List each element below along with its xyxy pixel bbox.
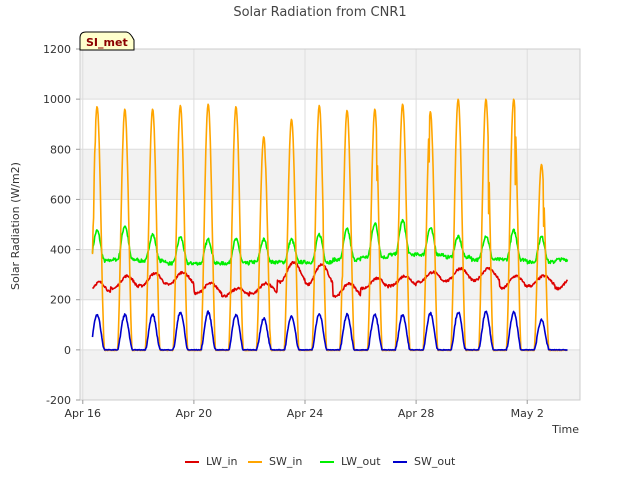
y-tick-label: 200 xyxy=(50,294,71,307)
y-tick-label: 400 xyxy=(50,244,71,257)
y-tick-label: 1000 xyxy=(43,93,71,106)
badge-shape xyxy=(79,31,135,51)
badge-label: SI_met xyxy=(86,36,128,49)
series-line-lw-in xyxy=(91,260,569,298)
x-tick-label: Apr 20 xyxy=(176,407,213,420)
series-line-sw-out xyxy=(91,310,568,351)
plot-bands xyxy=(80,49,580,400)
x-axis-title: Time xyxy=(551,423,579,436)
series-line-lw-out xyxy=(91,218,569,266)
y-axis-title: Solar Radiation (W/m2) xyxy=(9,162,22,290)
shaded-band xyxy=(80,49,580,100)
x-axis-ticks: Apr 16 Apr 20 Apr 24 Apr 28 May 2 xyxy=(65,400,544,420)
legend-label-sw-out: SW_out xyxy=(414,455,456,468)
series-line-sw-in xyxy=(91,98,568,352)
legend-label-sw-in: SW_in xyxy=(269,455,302,468)
x-tick-label: Apr 16 xyxy=(65,407,102,420)
chart-title: Solar Radiation from CNR1 xyxy=(233,5,406,20)
legend-label-lw-out: LW_out xyxy=(341,455,381,468)
si-met-badge: SI_met xyxy=(79,31,135,51)
x-tick-label: May 2 xyxy=(511,407,544,420)
legend: LW_in SW_in LW_out SW_out xyxy=(185,455,456,468)
shaded-band xyxy=(80,149,580,200)
y-tick-label: 800 xyxy=(50,143,71,156)
shaded-band xyxy=(80,249,580,300)
grid-lines xyxy=(80,48,580,401)
shaded-band xyxy=(80,349,580,400)
x-tick-label: Apr 28 xyxy=(398,407,435,420)
y-tick-label: 1200 xyxy=(43,43,71,56)
series-layer xyxy=(91,98,569,352)
plot-frame xyxy=(79,48,581,401)
y-tick-label: -200 xyxy=(46,394,71,407)
y-tick-label: 600 xyxy=(50,193,71,206)
y-tick-label: 0 xyxy=(64,344,71,357)
legend-label-lw-in: LW_in xyxy=(206,455,238,468)
x-tick-label: Apr 24 xyxy=(287,407,324,420)
y-axis-ticks: -200 0 200 400 600 800 1000 1200 xyxy=(43,43,80,407)
